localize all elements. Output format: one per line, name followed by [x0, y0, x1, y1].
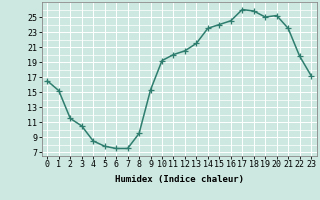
X-axis label: Humidex (Indice chaleur): Humidex (Indice chaleur)	[115, 175, 244, 184]
